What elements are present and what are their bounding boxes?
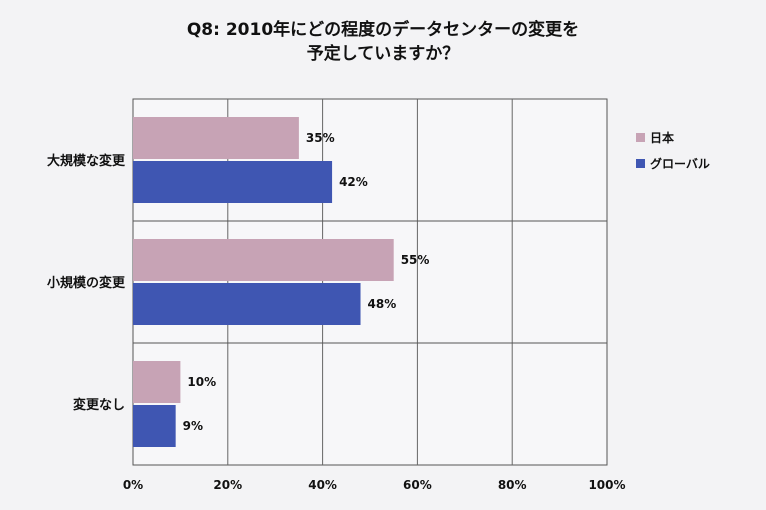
title-line-2: 予定していますか？ (306, 44, 460, 64)
data-label: 35% (306, 131, 335, 145)
legend-item-japan: 日本 (636, 124, 710, 150)
bar-japan (133, 361, 181, 403)
legend-label-japan: 日本 (650, 130, 675, 145)
x-tick-label: 80% (498, 478, 527, 492)
category-label: 小規模の変更 (47, 275, 126, 291)
data-label: 10% (187, 375, 216, 389)
bar-global (133, 405, 176, 447)
plot-area (132, 98, 608, 466)
bar-japan (133, 239, 394, 281)
legend-swatch-japan (636, 132, 645, 142)
legend-item-global: グローバル (636, 150, 710, 176)
data-label: 42% (339, 175, 368, 189)
category-label: 変更なし (73, 397, 125, 413)
chart-title: Q8: 2010年にどの程度のデータセンターの変更を 予定していますか？ (0, 18, 766, 66)
data-label: 55% (401, 253, 430, 267)
x-tick-label: 40% (308, 478, 337, 492)
data-label: 9% (183, 419, 203, 433)
legend: 日本 グローバル (636, 124, 710, 176)
x-tick-label: 0% (123, 478, 143, 492)
data-label: 48% (368, 297, 397, 311)
x-tick-label: 60% (403, 478, 432, 492)
title-line-1: Q8: 2010年にどの程度のデータセンターの変更を (186, 20, 580, 40)
category-label: 大規模な変更 (47, 153, 126, 169)
bar-japan (133, 117, 299, 159)
x-tick-label: 20% (213, 478, 242, 492)
x-tick-label: 100% (588, 478, 625, 492)
bar-global (133, 161, 333, 203)
legend-swatch-global (636, 158, 645, 168)
legend-label-global: グローバル (650, 156, 710, 171)
bar-global (133, 283, 361, 325)
